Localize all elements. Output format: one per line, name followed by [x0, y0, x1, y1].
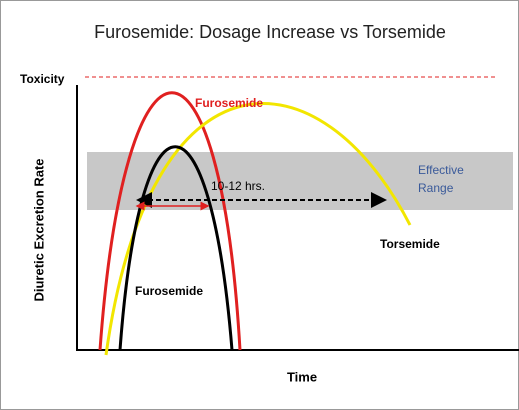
title: Furosemide: Dosage Increase vs Torsemide [94, 22, 446, 42]
curve-label: Torsemide [380, 237, 440, 251]
x-axis-label: Time [287, 369, 317, 384]
effective-range-label: Range [418, 181, 454, 195]
furosemide-curve [118, 145, 234, 351]
effective-range-label: Effective [418, 163, 464, 177]
curve-label: Furosemide [135, 284, 203, 298]
duration-label: 10-12 hrs. [211, 179, 265, 193]
curve-label: Furosemide [195, 96, 263, 110]
furosemide-high-curve [98, 91, 242, 351]
y-axis-label: Diuretic Excretion Rate [31, 158, 46, 301]
toxicity-label: Toxicity [20, 72, 65, 86]
